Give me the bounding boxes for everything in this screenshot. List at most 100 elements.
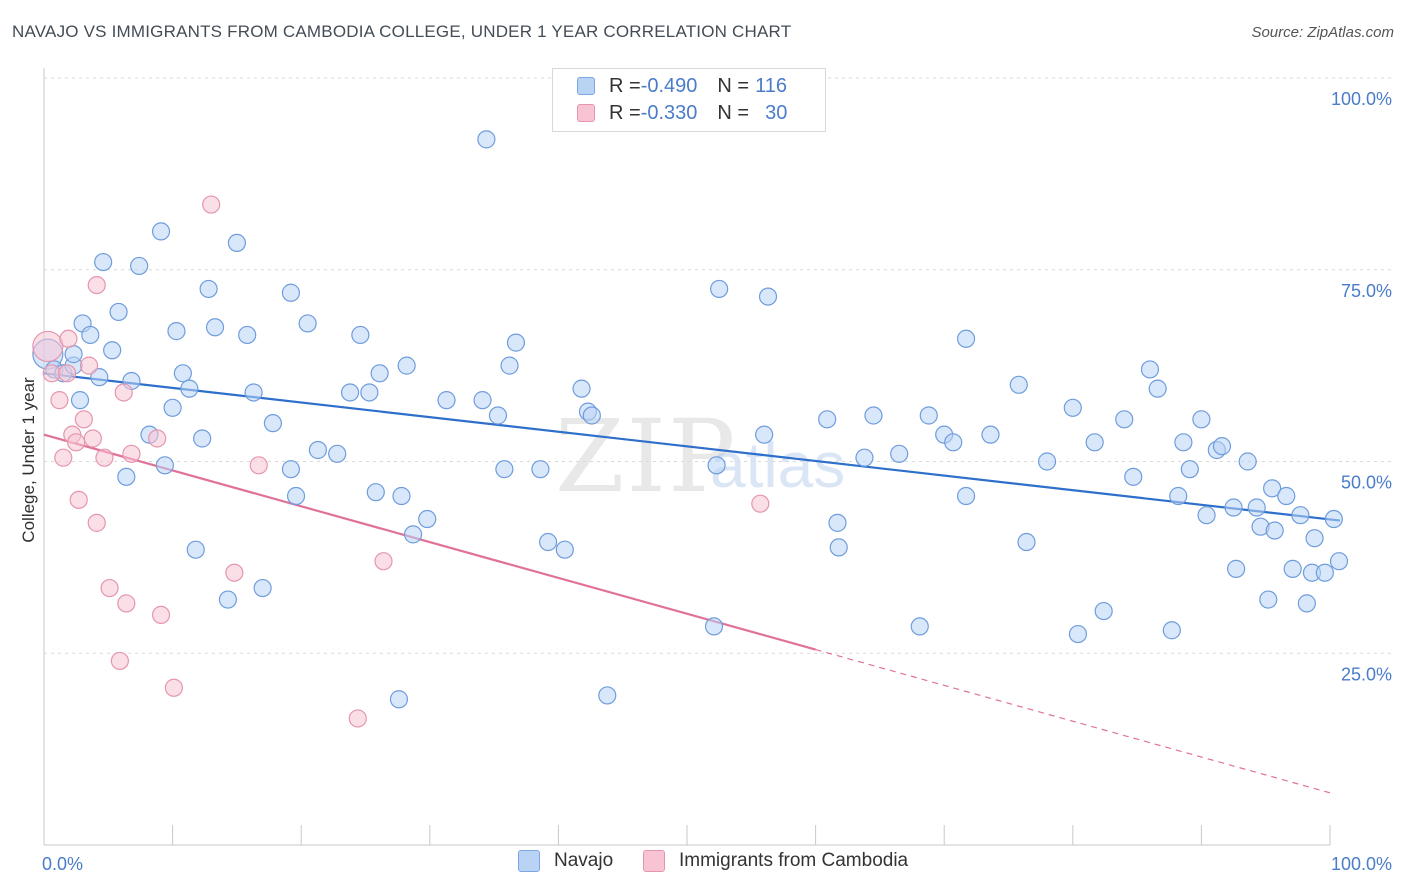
navajo-point [81,325,100,345]
navajo-point [758,287,778,306]
cambodia-point [58,364,77,383]
navajo-point [366,483,385,502]
navajo-point [281,460,301,479]
navajo-point [70,391,90,410]
navajo-point [1162,621,1181,640]
navajo-point [109,302,128,322]
navajo-point [238,325,257,345]
navajo-point [981,425,1000,444]
watermark-atlas: atlas [710,429,846,501]
navajo-point [890,444,909,463]
navajo-point [473,391,492,410]
navajo-point [539,532,558,552]
navajo-point [1197,506,1216,525]
correlation-legend: R = -0.490 N = 116 R = -0.330 N = 30 [552,68,826,132]
navajo-point [944,433,963,452]
navajo-point [531,460,550,479]
legend-r-value: -0.330 [640,101,698,124]
trend-line-extension-cambodia [815,648,1331,794]
navajo-point [437,391,456,410]
data-points [32,130,1349,728]
navajo-point [180,379,199,398]
cambodia-point [79,356,99,375]
navajo-point [506,333,526,352]
cambodia-point [249,456,268,475]
x-tick-label-min: 0.0% [42,854,83,874]
cambodia-point [74,410,93,429]
legend-n-value: 116 [755,74,787,97]
cambodia-point [348,709,367,728]
navajo-point [1224,498,1243,517]
gridlines [44,77,1392,654]
navajo-point [1094,601,1113,621]
navajo-point [1174,433,1193,452]
legend-r-label: R = [609,101,641,124]
cambodia-point [114,383,133,402]
legend-r-label: R = [609,74,641,97]
navajo-point [1063,398,1082,417]
navajo-point [864,406,883,425]
navajo-point [167,322,186,341]
navajo-point [1305,529,1324,548]
navajo-point [155,456,174,475]
navajo-point [173,364,192,383]
navajo-point [244,383,263,402]
navajo-point [64,345,83,364]
navajo-point [205,318,225,337]
navajo-point [163,398,182,417]
navajo-point [1124,467,1143,486]
navajo-point [555,540,574,559]
cambodia-point [110,651,129,671]
bottom-swatch-cambodia [643,850,665,872]
legend-swatch-cambodia [577,104,595,122]
navajo-point [397,356,416,375]
trend-lines [43,372,1341,794]
navajo-point [1265,521,1284,540]
cambodia-point [87,275,106,295]
legend-row-cambodia: R = -0.330 N = 30 [553,100,787,126]
x-tick-label-max: 100.0% [1331,854,1392,874]
y-tick-label: 75.0% [1341,281,1392,301]
navajo-point [103,341,122,360]
navajo-point [94,252,113,272]
y-tick-label: 100.0% [1331,89,1392,109]
navajo-point [704,617,724,636]
legend-n-value: 30 [765,101,788,124]
navajo-point [919,406,938,425]
legend-n-label: N = [717,74,750,97]
navajo-point [582,406,601,425]
navajo-point [1169,486,1188,506]
navajo-point [1291,506,1310,525]
navajo-point [193,429,212,448]
navajo-point [1263,479,1282,498]
navajo-point [910,617,929,636]
navajo-point [90,368,109,387]
navajo-point [186,540,205,559]
axes [43,68,1331,846]
bottom-legend-label-navajo: Navajo [554,850,614,871]
navajo-point [1227,559,1246,578]
navajo-point [1259,590,1278,609]
navajo-point [1068,624,1088,644]
navajo-point [130,256,149,276]
cambodia-point [54,448,73,467]
cambodia-point [87,513,106,532]
navajo-point [495,460,514,479]
legend-r-value: -0.490 [640,74,698,97]
bottom-legend-label-cambodia: Immigrants from Cambodia [679,850,909,871]
navajo-point [392,486,411,506]
trend-line-navajo [43,372,1341,522]
navajo-point [1212,437,1232,456]
navajo-point [286,486,306,506]
navajo-point [253,578,272,598]
navajo-point [1247,498,1266,517]
navajo-point [1037,452,1057,471]
cambodia-point [67,433,86,452]
navajo-point [855,448,874,467]
cambodia-point [151,605,171,625]
navajo-point [389,690,409,709]
cambodia-point [95,448,114,467]
navajo-point [477,130,496,149]
navajo-point [598,686,617,705]
